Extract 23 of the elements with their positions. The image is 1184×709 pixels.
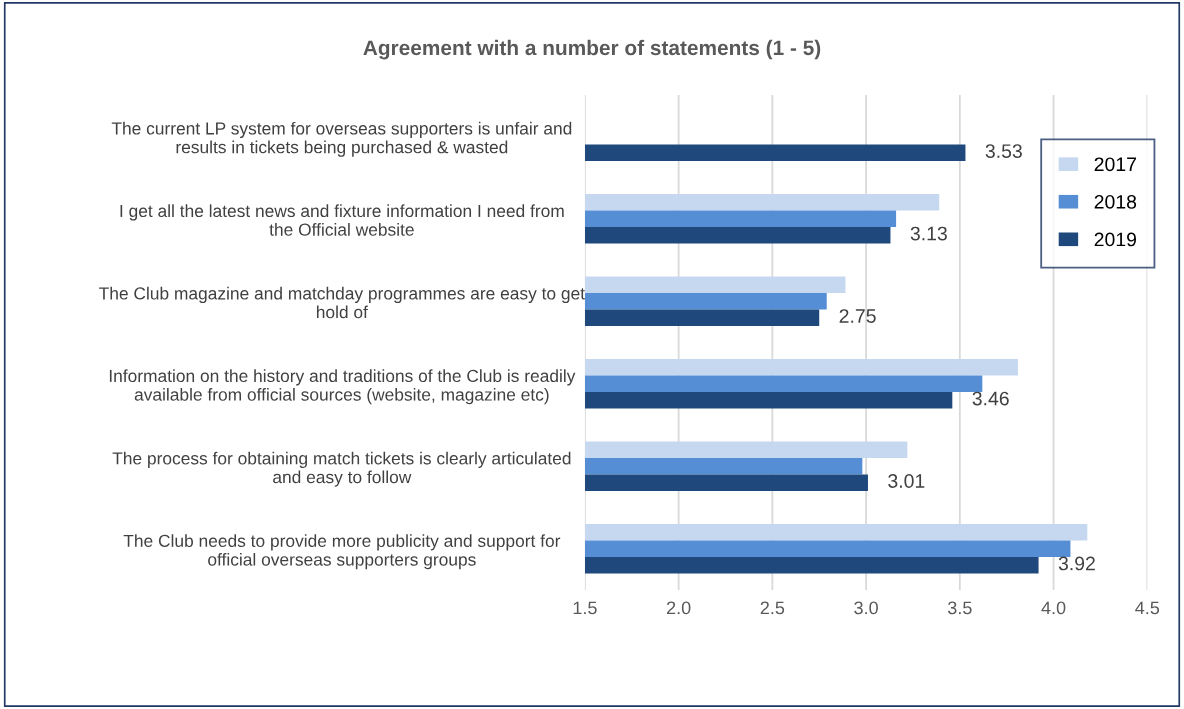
text: 2.5 (760, 601, 785, 615)
text: 2.0 (666, 601, 691, 615)
chart-title: Agreement with a number of statements (1 - 5) (363, 39, 821, 60)
text: 3.0 (854, 601, 878, 615)
legend-label: 2018 (1094, 194, 1137, 209)
y-tick-label: I get all the latest news and fixture information I need from the Official website (120, 204, 564, 236)
data-label: 3.01 (888, 474, 925, 488)
data-label: 3.13 (910, 226, 947, 241)
y-tick-label: The process for obtaining match tickets is clearly articulated and easy to follow (112, 451, 571, 487)
data-label: 2.75 (839, 309, 876, 323)
legend-label: 2017 (1094, 157, 1136, 172)
legend-label: 2019 (1094, 232, 1137, 247)
y-tick-label: The Club magazine and matchday programmes are easy to get hold of (99, 286, 585, 319)
text: 3.5 (947, 601, 972, 615)
data-label: 3.53 (985, 144, 1022, 158)
y-tick-label: Information on the history and traditions of the Club is readily available from official sources (website, magazine etc) (109, 369, 576, 405)
data-label: 3.92 (1058, 556, 1095, 571)
text: 4.5 (1135, 601, 1160, 615)
text: 4.0 (1041, 601, 1066, 615)
data-label: 3.46 (972, 391, 1009, 406)
y-tick-label: The current LP system for overseas supporters is unfair and results in tickets being purchased & wasted (111, 121, 572, 157)
y-tick-label: The Club needs to provide more publicity and support for official overseas supporters groups (123, 534, 561, 570)
text: 1.5 (573, 601, 597, 615)
